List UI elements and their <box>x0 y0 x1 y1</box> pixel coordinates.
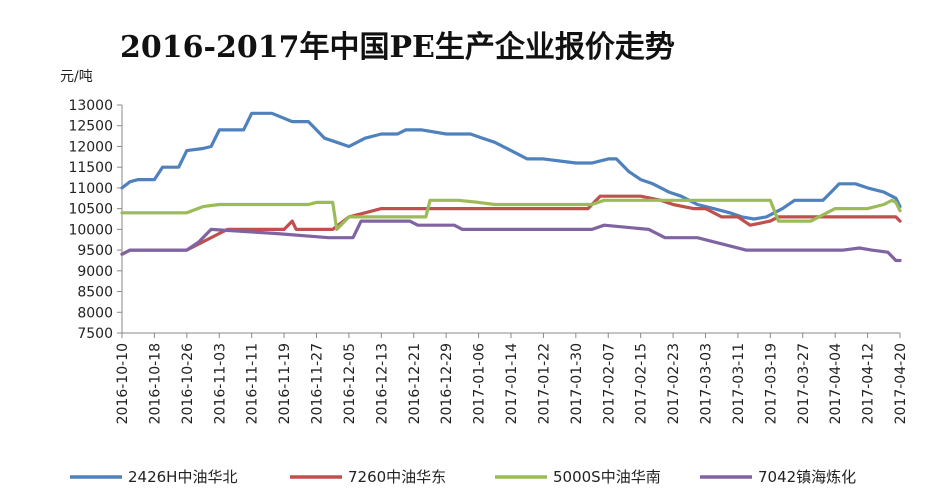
y-tick-label: 10000 <box>68 222 113 238</box>
x-tick-label: 2017-04-04 <box>828 343 844 424</box>
x-tick-label: 2016-10-10 <box>115 343 131 424</box>
x-tick-label: 2016-12-05 <box>342 343 358 424</box>
x-tick-label: 2016-12-13 <box>374 343 390 424</box>
legend-label-3: 5000S中油华南 <box>553 468 661 486</box>
series-line-2 <box>120 194 902 256</box>
y-tick-label: 12500 <box>68 119 113 135</box>
y-tick-label: 11500 <box>68 160 113 176</box>
legend-label-4: 7042镇海炼化 <box>758 468 856 486</box>
x-tick-label: 2016-12-21 <box>407 343 423 424</box>
x-tick-label: 2016-11-11 <box>245 343 261 424</box>
legend-label-2: 7260中油华东 <box>348 468 446 486</box>
x-tick-label: 2017-04-20 <box>893 343 909 424</box>
x-tick-label: 2017-01-22 <box>536 343 552 424</box>
series-line-1 <box>120 111 902 221</box>
y-tick-label: 7500 <box>77 326 113 342</box>
x-tick-label: 2017-02-15 <box>634 343 650 424</box>
x-tick-label: 2016-11-19 <box>277 343 293 424</box>
y-tick-label: 10500 <box>68 202 113 218</box>
series-line-3 <box>120 198 902 231</box>
y-tick-label: 9000 <box>77 264 113 280</box>
y-tick-label: 8000 <box>77 305 113 321</box>
x-tick-label: 2017-03-11 <box>731 343 747 424</box>
series-line-4 <box>120 219 902 263</box>
x-tick-label: 2017-01-14 <box>504 343 520 424</box>
chart-title: 2016-2017年中国PE生产企业报价走势 <box>120 30 675 65</box>
y-tick-label: 11000 <box>68 181 113 197</box>
x-tick-label: 2017-03-03 <box>699 343 715 424</box>
x-tick-label: 2016-11-03 <box>212 343 228 424</box>
legend-label-1: 2426H中油华北 <box>128 468 237 486</box>
y-tick-label: 8500 <box>77 285 113 301</box>
x-tick-label: 2017-01-30 <box>569 343 585 424</box>
x-tick-label: 2017-03-27 <box>796 343 812 424</box>
y-tick-label: 12000 <box>68 139 113 155</box>
x-tick-label: 2016-11-27 <box>310 343 326 424</box>
y-tick-label: 13000 <box>68 98 113 114</box>
x-tick-label: 2016-12-29 <box>439 343 455 424</box>
x-tick-label: 2017-01-06 <box>472 343 488 424</box>
y-axis-unit-label: 元/吨 <box>60 69 93 85</box>
x-tick-label: 2017-03-19 <box>763 343 779 424</box>
x-tick-label: 2017-02-07 <box>601 343 617 424</box>
x-tick-label: 2016-10-18 <box>147 343 163 424</box>
y-tick-label: 9500 <box>77 243 113 259</box>
x-tick-label: 2017-02-23 <box>666 343 682 424</box>
x-tick-label: 2017-04-12 <box>861 343 877 424</box>
x-tick-label: 2016-10-26 <box>180 343 196 424</box>
